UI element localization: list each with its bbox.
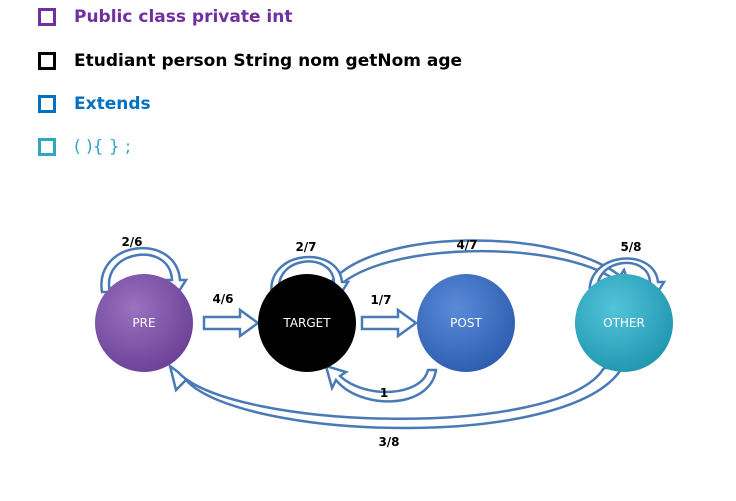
edge-target-post bbox=[360, 307, 419, 339]
edge-pre-target bbox=[202, 307, 261, 339]
legend-swatch-purple bbox=[38, 8, 56, 26]
legend-label: ( ){ } ; bbox=[74, 137, 131, 157]
edge-post-target bbox=[324, 364, 438, 403]
legend-label: Public class private int bbox=[74, 7, 293, 27]
edge-pre-self bbox=[100, 246, 189, 299]
edge-post-target-label: 1 bbox=[380, 386, 388, 400]
legend-item-purple: Public class private int bbox=[38, 7, 292, 27]
legend-swatch-black bbox=[38, 52, 56, 70]
legend-item-black: Etudiant person String nom getNom age bbox=[38, 51, 462, 71]
node-post bbox=[417, 274, 515, 372]
node-other-label: OTHER bbox=[603, 316, 645, 330]
edge-other-self-label: 5/8 bbox=[620, 240, 641, 254]
node-pre bbox=[95, 274, 193, 372]
legend-swatch-blue bbox=[38, 95, 56, 113]
node-pre-label: PRE bbox=[132, 316, 155, 330]
edge-other-pre bbox=[167, 362, 625, 430]
edge-target-other bbox=[326, 239, 634, 294]
legend-label: Extends bbox=[74, 94, 151, 114]
node-other bbox=[575, 274, 673, 372]
node-target bbox=[258, 274, 356, 372]
node-target-label: TARGET bbox=[282, 316, 331, 330]
legend-label: Etudiant person String nom getNom age bbox=[74, 51, 463, 71]
edge-pre-target-label: 4/6 bbox=[212, 292, 233, 306]
legend-item-blue: Extends bbox=[38, 94, 151, 114]
edge-other-pre-label: 3/8 bbox=[378, 435, 399, 449]
edge-pre-self-label: 2/6 bbox=[121, 235, 142, 249]
node-post-label: POST bbox=[450, 316, 482, 330]
edge-target-self bbox=[270, 255, 351, 301]
edge-target-other-label: 4/7 bbox=[456, 238, 477, 252]
legend-item-teal: ( ){ } ; bbox=[38, 137, 131, 157]
edge-target-post-label: 1/7 bbox=[370, 293, 391, 307]
edge-target-self-label: 2/7 bbox=[295, 240, 316, 254]
edge-other-self bbox=[588, 257, 667, 301]
legend-swatch-teal bbox=[38, 138, 56, 156]
